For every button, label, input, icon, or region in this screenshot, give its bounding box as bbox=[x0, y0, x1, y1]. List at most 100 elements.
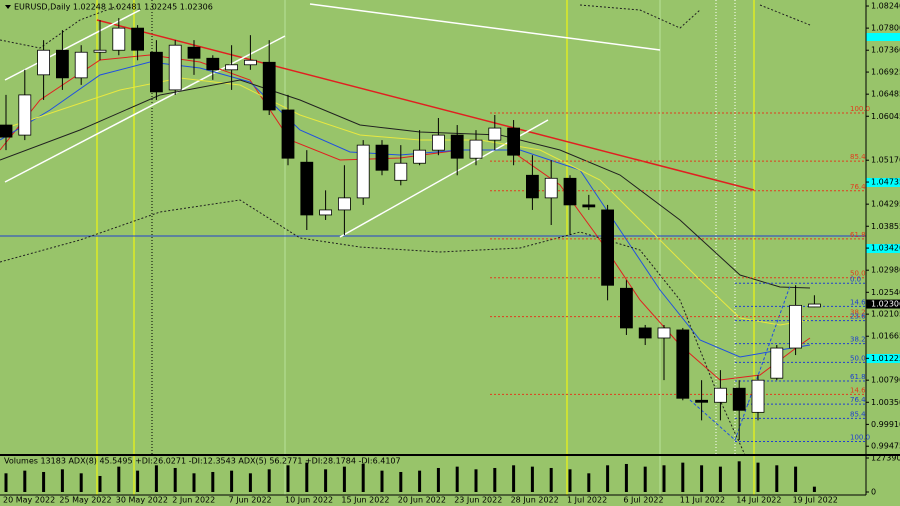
volume-bar bbox=[737, 461, 741, 492]
x-tick-label: 28 Jun 2022 bbox=[511, 496, 559, 505]
ma-line bbox=[0, 79, 811, 289]
x-tick-label: 6 Jul 2022 bbox=[623, 496, 663, 505]
candle-body bbox=[638, 327, 652, 339]
fib-label: 23.6 bbox=[850, 313, 866, 321]
volume-bar bbox=[700, 465, 704, 492]
fib-label: 38.2 bbox=[850, 336, 866, 344]
volume-bar bbox=[399, 471, 403, 492]
y-tick-label: 0 bbox=[871, 488, 876, 497]
candle-body bbox=[582, 204, 596, 208]
volume-bar bbox=[305, 462, 309, 492]
fib-label: 85.4 bbox=[850, 410, 866, 418]
y-tick-label: 1.06925 bbox=[871, 68, 900, 77]
y-tick-label: 1.02105 bbox=[871, 310, 900, 319]
candle-body bbox=[149, 51, 163, 93]
chart-title: EURUSD,Daily 1.02248 1.02481 1.02245 1.0… bbox=[14, 3, 213, 12]
candle-body bbox=[770, 347, 784, 379]
volume-bar bbox=[681, 462, 685, 492]
volume-bar bbox=[568, 469, 572, 492]
volume-bar bbox=[718, 466, 722, 492]
fib-label: 100.0 bbox=[850, 105, 870, 113]
candle-body bbox=[37, 49, 50, 76]
volume-bar bbox=[324, 469, 328, 492]
volume-bar bbox=[267, 469, 271, 492]
volume-bar bbox=[42, 471, 46, 492]
x-tick-label: 23 Jun 2022 bbox=[454, 496, 502, 505]
x-tick-label: 7 Jun 2022 bbox=[229, 496, 272, 505]
volume-bar bbox=[493, 467, 497, 492]
fib-label: 50.0 bbox=[850, 354, 866, 362]
x-tick-label: 15 Jun 2022 bbox=[341, 496, 389, 505]
volume-bar bbox=[230, 470, 234, 492]
x-tick-label: 1 Jul 2022 bbox=[567, 496, 607, 505]
volume-bar bbox=[606, 465, 610, 492]
fib-label: 76.4 bbox=[850, 183, 866, 191]
y-tick-label: 1.02540 bbox=[871, 288, 900, 297]
y-tick-label: 127390 bbox=[871, 454, 900, 463]
volume-bar bbox=[512, 465, 516, 492]
candle-body bbox=[206, 57, 220, 71]
candle-body bbox=[469, 139, 483, 159]
volume-bar bbox=[794, 466, 798, 492]
volume-bar bbox=[549, 467, 553, 492]
candle-body bbox=[168, 44, 182, 91]
volume-bar bbox=[286, 465, 290, 492]
x-tick-label: 25 May 2022 bbox=[59, 496, 111, 505]
candle-body bbox=[74, 51, 88, 79]
volume-bar bbox=[587, 473, 591, 492]
volume-bar bbox=[643, 466, 647, 492]
y-tick-label: 1.08240 bbox=[871, 2, 900, 11]
y-tick-label: 1.03855 bbox=[871, 222, 900, 231]
candle-body bbox=[563, 177, 577, 206]
volume-bar bbox=[23, 470, 27, 492]
fib-label: 38.2 bbox=[850, 309, 866, 317]
candle-body bbox=[375, 144, 389, 171]
volume-bar bbox=[211, 471, 215, 492]
y-tick-label: 1.01225 bbox=[871, 354, 900, 363]
volume-bar bbox=[136, 470, 140, 492]
axis-highlight bbox=[866, 33, 900, 41]
candle-body bbox=[601, 209, 614, 286]
fib-label: 100.0 bbox=[850, 433, 870, 441]
candle-body bbox=[131, 27, 145, 51]
y-tick-label: 1.02980 bbox=[871, 266, 900, 275]
channel-line bbox=[4, 35, 286, 183]
axis-highlight bbox=[866, 354, 900, 363]
fib-label: 0.0 bbox=[850, 275, 861, 283]
fib-label: 61.8 bbox=[850, 373, 866, 381]
volume-bar bbox=[624, 463, 628, 492]
volume-bar bbox=[248, 473, 252, 492]
volume-bar bbox=[662, 465, 666, 492]
candle-body bbox=[676, 329, 690, 399]
candle-body bbox=[714, 387, 727, 403]
candle-body bbox=[0, 124, 13, 138]
volume-bar bbox=[98, 475, 102, 492]
candle-body bbox=[620, 287, 633, 329]
volume-bar bbox=[60, 469, 64, 492]
y-tick-label: 1.06485 bbox=[871, 90, 900, 99]
y-tick-label: 1.07800 bbox=[871, 24, 900, 33]
candle-body bbox=[112, 27, 126, 51]
candle-body bbox=[319, 209, 333, 216]
candle-body bbox=[789, 304, 802, 349]
candle-body bbox=[243, 59, 257, 66]
candle-body bbox=[544, 177, 558, 199]
candle-body bbox=[56, 49, 69, 79]
y-tick-label: 1.07360 bbox=[871, 46, 900, 55]
candle-body bbox=[93, 49, 107, 53]
fib-label: 85.4 bbox=[850, 153, 866, 161]
volume-bar bbox=[154, 465, 158, 492]
y-tick-label: 1.05170 bbox=[871, 156, 900, 165]
x-tick-label: 11 Jul 2022 bbox=[680, 496, 725, 505]
candle-body bbox=[281, 109, 295, 159]
trend-line bbox=[96, 19, 755, 191]
x-tick-label: 20 May 2022 bbox=[3, 496, 55, 505]
fib-label: 14.6 bbox=[850, 298, 866, 306]
x-tick-label: 19 Jul 2022 bbox=[793, 496, 838, 505]
candle-body bbox=[300, 161, 314, 216]
volume-bar bbox=[342, 466, 346, 492]
axis-highlight bbox=[866, 178, 900, 187]
